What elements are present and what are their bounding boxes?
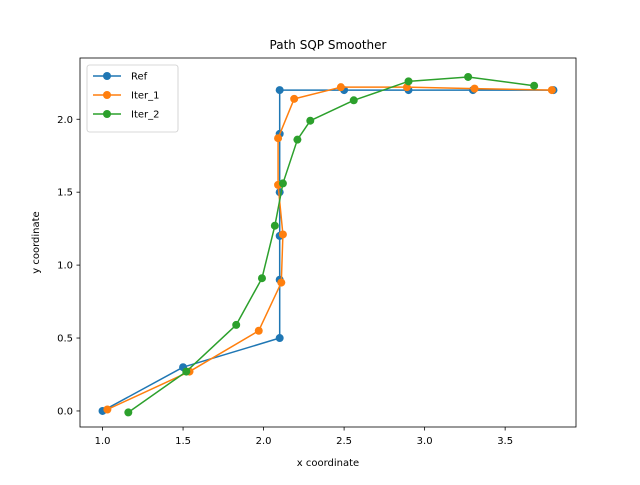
- data-point: [278, 179, 287, 188]
- data-point: [470, 84, 479, 93]
- data-point: [464, 72, 473, 81]
- legend-swatch-marker: [103, 110, 111, 118]
- data-point: [349, 96, 358, 105]
- data-point: [182, 367, 191, 376]
- data-point: [103, 405, 112, 414]
- data-point: [530, 81, 539, 90]
- x-axis-ticks: 1.0 1.5 2.0 2.5 3.0 3.5: [95, 427, 513, 447]
- y-axis-ticks: 0.0 0.5 1.0 1.5 2.0: [57, 115, 80, 417]
- data-point: [232, 320, 241, 329]
- series-line: [102, 89, 554, 412]
- data-point: [254, 326, 263, 335]
- data-point: [277, 278, 286, 287]
- data-point: [306, 116, 315, 125]
- legend-label: Iter_2: [131, 110, 160, 121]
- x-tick-label: 2.0: [256, 436, 272, 447]
- y-tick-label: 2.0: [57, 115, 73, 126]
- data-point: [275, 334, 284, 343]
- data-point: [278, 230, 287, 239]
- data-point: [293, 135, 302, 144]
- x-tick-label: 1.5: [175, 436, 191, 447]
- legend-label: Iter_1: [131, 91, 160, 102]
- data-point: [275, 86, 284, 95]
- data-point: [336, 83, 345, 92]
- data-point: [257, 274, 266, 283]
- data-point: [547, 86, 556, 95]
- data-point: [274, 134, 283, 143]
- series-iter-2: [124, 72, 539, 417]
- series-line: [127, 76, 535, 414]
- x-tick-label: 3.0: [417, 436, 433, 447]
- y-tick-label: 1.5: [57, 188, 73, 199]
- axes-frame: [79, 57, 577, 428]
- data-point: [290, 94, 299, 103]
- legend-label: Ref: [131, 72, 148, 83]
- series-line: [107, 86, 552, 411]
- y-tick-label: 1.0: [57, 261, 73, 272]
- plot-area: [98, 72, 558, 417]
- y-tick-label: 0.0: [57, 406, 73, 417]
- y-axis-label: y coordinate: [31, 211, 42, 273]
- x-tick-label: 2.5: [336, 436, 352, 447]
- legend: Ref Iter_1 Iter_2: [86, 64, 179, 133]
- data-point: [270, 221, 279, 230]
- data-point: [124, 408, 133, 417]
- x-axis-label: x coordinate: [297, 458, 359, 469]
- y-tick-label: 0.5: [57, 334, 73, 345]
- legend-swatch-marker: [103, 91, 111, 99]
- x-tick-label: 3.5: [497, 436, 513, 447]
- x-tick-label: 1.0: [95, 436, 111, 447]
- data-point: [404, 77, 413, 86]
- chart-title: Path SQP Smoother: [270, 38, 387, 52]
- legend-swatch-marker: [103, 72, 111, 80]
